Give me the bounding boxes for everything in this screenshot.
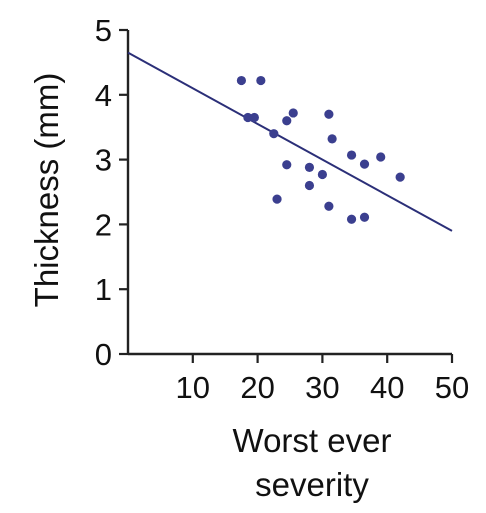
data-point — [249, 112, 259, 123]
x-tick-label-30: 30 — [305, 370, 339, 405]
data-point — [304, 180, 315, 191]
data-point — [288, 108, 298, 118]
x-tick-label-20: 20 — [240, 370, 274, 405]
data-point — [346, 150, 357, 160]
data-point — [346, 214, 357, 224]
x-axis-title-line-1: Worst ever — [233, 422, 392, 459]
data-point — [256, 75, 266, 86]
data-point — [282, 160, 292, 170]
data-point — [359, 159, 370, 169]
data-point — [327, 134, 337, 144]
data-point — [272, 194, 282, 204]
data-point — [243, 112, 253, 123]
data-point — [395, 172, 405, 182]
data-point — [269, 129, 279, 139]
x-axis-title-line-2: severity — [255, 466, 369, 503]
data-point — [282, 116, 292, 126]
x-tick-label-10: 10 — [176, 370, 210, 405]
tick-marks — [119, 28, 454, 363]
trend-line-group — [127, 51, 453, 232]
trend-line — [127, 51, 453, 232]
y-tick-label-5: 5 — [95, 13, 112, 48]
y-tick-label-1: 1 — [95, 272, 112, 307]
y-tick-label-0: 0 — [95, 337, 112, 372]
tick-labels: 0 1 2 3 4 5 10 20 30 40 50 — [95, 13, 469, 405]
data-point — [304, 162, 315, 172]
data-point — [324, 109, 334, 119]
data-point — [376, 152, 386, 162]
y-tick-label-4: 4 — [95, 78, 112, 113]
y-axis-title: Thickness (mm) — [28, 73, 65, 308]
y-tick-label-2: 2 — [95, 207, 112, 242]
data-point — [236, 75, 246, 86]
x-tick-label-50: 50 — [435, 370, 469, 405]
data-point — [324, 201, 334, 211]
axes — [126, 30, 452, 356]
x-tick-label-40: 40 — [370, 370, 404, 405]
data-point — [317, 169, 327, 180]
data-points — [236, 75, 405, 224]
data-point — [359, 212, 370, 222]
y-tick-label-3: 3 — [95, 143, 112, 178]
